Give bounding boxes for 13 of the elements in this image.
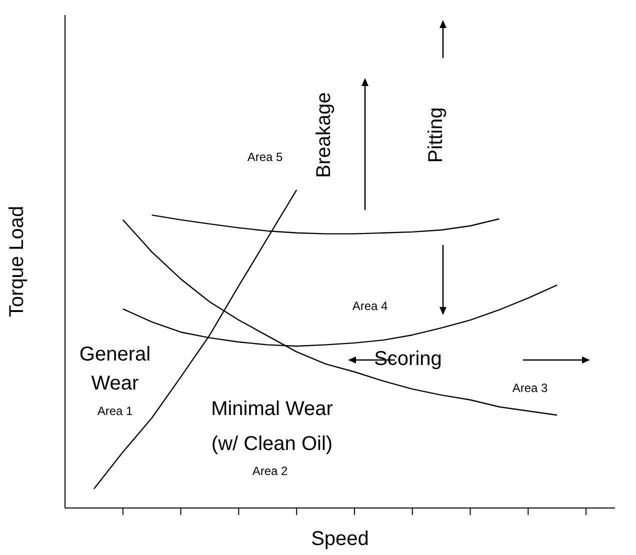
- text: Area 5: [247, 150, 283, 164]
- annotation: Minimal Wear: [211, 398, 334, 420]
- annotation: Area 3: [512, 381, 548, 396]
- text: Breakage: [313, 92, 336, 178]
- annotation: Area 4: [352, 299, 388, 314]
- x-axis-title: Speed: [311, 528, 369, 550]
- annotation: Area 2: [252, 464, 288, 478]
- annotation: (w/ Clean Oil): [211, 433, 333, 456]
- y-axis-title: Torque Load: [6, 206, 28, 318]
- annotation: General Wear: [79, 344, 151, 395]
- text: Pitting: [425, 107, 448, 163]
- annotation: Scoring: [374, 348, 442, 370]
- annotation: Area 1: [97, 404, 133, 418]
